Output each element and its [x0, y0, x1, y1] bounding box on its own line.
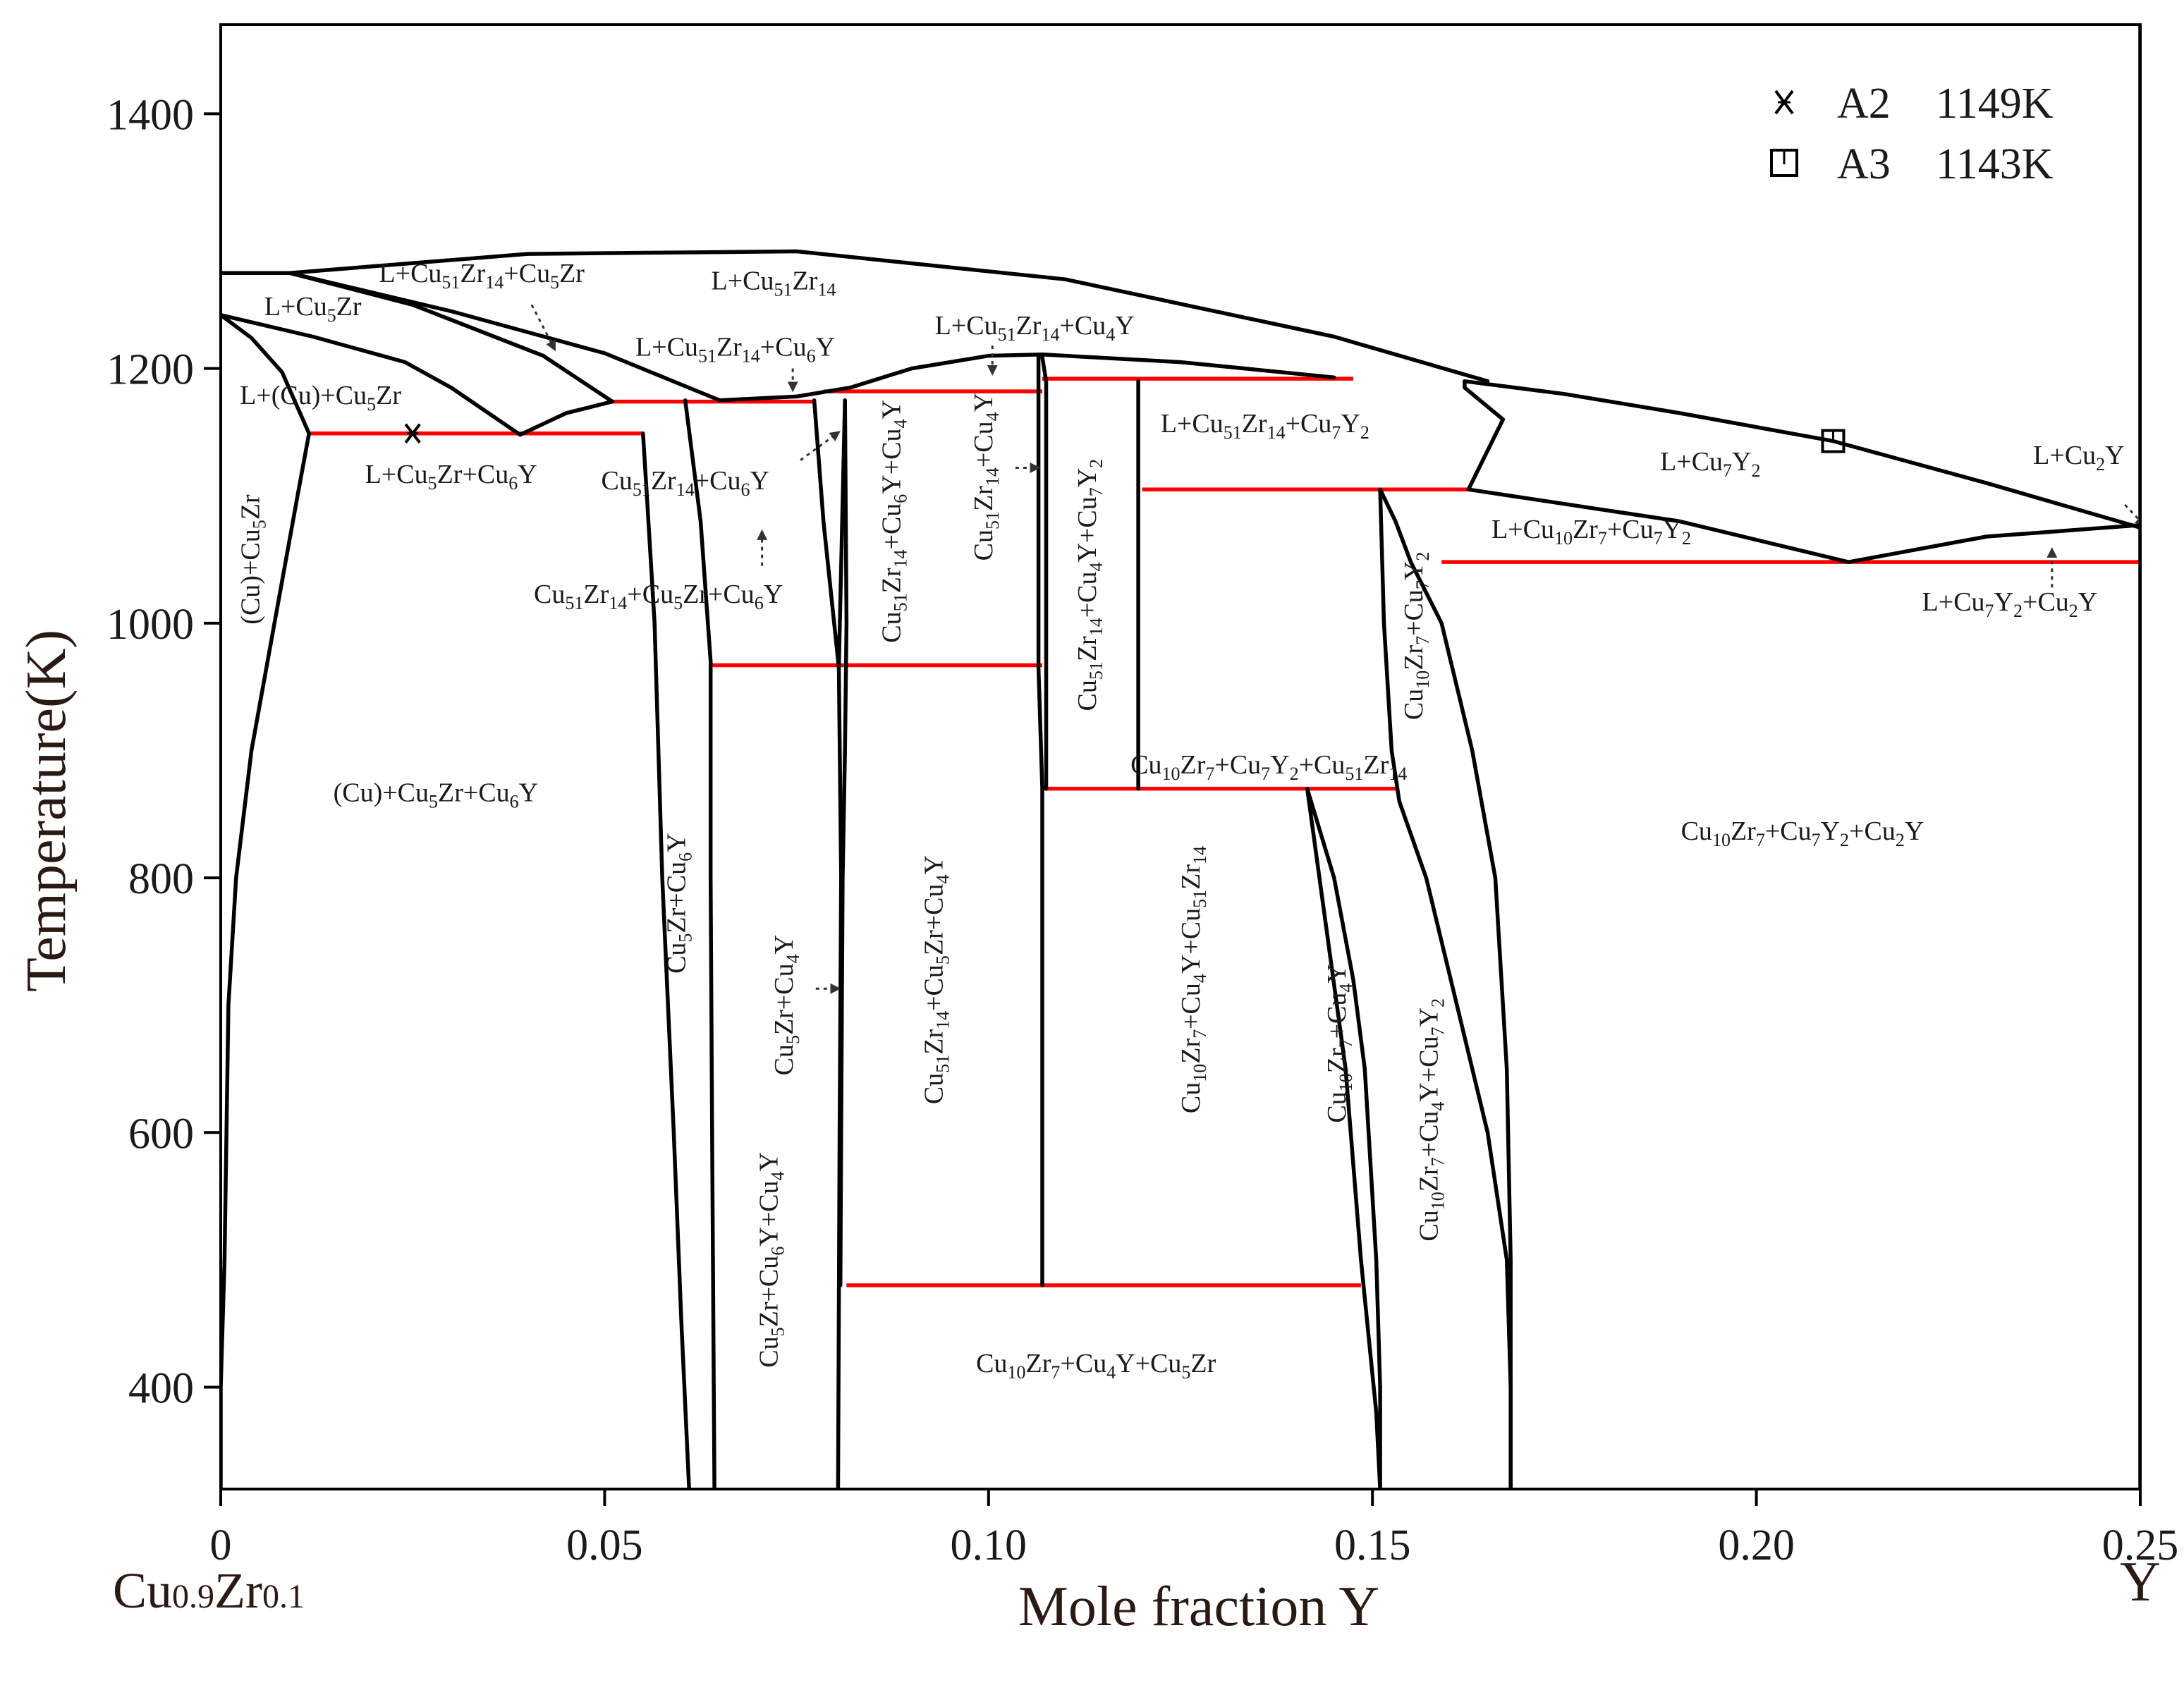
phase-boundary — [1305, 786, 1382, 1489]
y-axis-ticks: 400 600 800 1000 1200 1400 — [106, 91, 221, 1413]
y-tick-label: 400 — [128, 1365, 194, 1413]
x-tick-label: 0.25 — [2102, 1521, 2179, 1569]
invariant-lines — [309, 376, 2140, 1287]
x-axis-ticks: 0 0.05 0.10 0.15 0.20 0.25 — [210, 1489, 2179, 1569]
phase-region-label: L+(Cu)+Cu5Zr — [240, 381, 401, 415]
legend-entry-name: A2 — [1837, 80, 1891, 128]
legend-entry-temperature: 1143K — [1936, 140, 2054, 188]
phase-region-label: L+Cu51Zr14+Cu5Zr — [379, 259, 585, 293]
legend: A2 1149K A3 1143K — [1770, 80, 2054, 188]
phase-boundary — [518, 399, 615, 437]
phase-boundary — [1846, 523, 2140, 564]
phase-region-label: Cu5Zr+Cu4Y — [769, 935, 803, 1075]
data-point-a3 — [1821, 429, 1846, 453]
phase-region-label: L+Cu10Zr7+Cu7Y2 — [1491, 515, 1691, 549]
y-axis-title: Temperature(K) — [16, 630, 78, 992]
phase-region-label: L+Cu5Zr+Cu6Y — [365, 460, 537, 494]
phase-region-label: Cu51Zr14+Cu6Y — [601, 466, 769, 500]
phase-region-label: Cu10Zr7+Cu4Y+Cu7Y2 — [1415, 998, 1448, 1242]
legend-entry-name: A3 — [1837, 140, 1891, 188]
x-tick-label: 0 — [210, 1521, 232, 1569]
phase-boundary — [683, 398, 716, 1489]
phase-boundary — [221, 313, 311, 436]
phase-boundary — [1305, 786, 1382, 1489]
y-tick-label: 800 — [128, 855, 194, 903]
phase-boundary — [1378, 487, 1413, 564]
x-axis-left-end-label: Cu0.9Zr0.1 — [113, 1562, 305, 1619]
phase-region-label: Cu5Zr+Cu6Y — [662, 833, 696, 973]
phase-boundary — [641, 431, 691, 1489]
phase-region-label: Cu10Zr7+Cu4Y — [1322, 964, 1356, 1122]
phase-region-label: L+Cu51Zr14 — [711, 267, 836, 300]
legend-marker-square — [1770, 149, 1798, 177]
phase-region-label: Cu10Zr7+Cu4Y+Cu51Zr14 — [1176, 846, 1210, 1113]
label-pointers — [530, 304, 2140, 994]
phase-region-label: (Cu)+Cu5Zr+Cu6Y — [334, 778, 539, 812]
x-axis-right-end-label: Y — [2120, 1551, 2161, 1613]
phase-boundary — [812, 398, 847, 670]
phase-region-label: Cu10Zr7+Cu7Y2+Cu2Y — [1681, 816, 1924, 850]
legend-marker-x — [1774, 90, 1794, 115]
phase-region-label: L+Cu2Y — [2033, 441, 2124, 474]
x-tick-label: 0.15 — [1334, 1521, 1411, 1569]
phase-region-label: L+Cu7Y2 — [1660, 447, 1760, 481]
label-pointer-arrow — [800, 431, 841, 461]
phase-region-label: Cu51Zr14+Cu5Zr+Cu4Y — [919, 855, 953, 1104]
phase-boundary — [221, 271, 722, 403]
phase-boundary — [1378, 487, 1513, 1489]
label-pointer-arrow — [530, 304, 556, 352]
phase-region-label: Cu5Zr+Cu6Y+Cu4Y — [754, 1152, 788, 1368]
phase-region-label: Cu10Zr7+Cu7Y2+Cu51Zr14 — [1130, 750, 1407, 784]
phase-region-label: Cu51Zr14+Cu4Y — [969, 393, 1003, 561]
phase-region-label: (Cu)+Cu5Zr — [236, 494, 269, 625]
plot-frame — [219, 23, 2142, 1490]
data-points — [404, 423, 1846, 453]
phase-region-label: L+Cu51Zr14+Cu6Y — [635, 333, 835, 367]
phase-boundaries — [221, 25, 2140, 1489]
y-tick-label: 1000 — [106, 601, 194, 649]
phase-boundary — [221, 313, 523, 437]
x-tick-label: 0.20 — [1718, 1521, 1795, 1569]
x-axis-title: Mole fraction Y — [1018, 1576, 1379, 1638]
phase-boundary — [1408, 560, 1513, 1489]
y-tick-label: 1400 — [106, 91, 194, 139]
phase-boundary — [1463, 379, 1506, 491]
phase-boundary — [1036, 355, 1044, 1287]
phase-boundary — [1463, 379, 2140, 530]
phase-region-labels: L+Cu5Zr L+Cu51Zr14+Cu5Zr L+Cu51Zr14 L+Cu51Z… — [236, 259, 2124, 1383]
phase-boundary — [288, 271, 615, 404]
phase-region-label: L+Cu5Zr — [264, 292, 362, 326]
phase-boundary — [1040, 355, 1049, 791]
y-tick-label: 1200 — [106, 346, 194, 394]
phase-region-label: Cu51Zr14+Cu4Y+Cu7Y2 — [1073, 459, 1106, 711]
phase-region-label: L+Cu7Y2+Cu2Y — [1922, 587, 2098, 621]
phase-region-label: Cu51Zr14+Cu6Y+Cu4Y — [877, 400, 911, 643]
phase-boundary — [1466, 487, 1851, 564]
data-point-a2 — [404, 423, 421, 443]
phase-boundary — [836, 666, 843, 1489]
phase-region-label: L+Cu51Zr14+Cu7Y2 — [1161, 409, 1369, 443]
x-tick-label: 0.05 — [566, 1521, 643, 1569]
x-tick-label: 0.10 — [951, 1521, 1027, 1569]
phase-region-label: Cu10Zr7+Cu4Y+Cu5Zr — [976, 1349, 1216, 1383]
phase-region-label: Cu51Zr14+Cu5Zr+Cu6Y — [534, 580, 783, 613]
legend-entry-temperature: 1149K — [1936, 80, 2054, 128]
y-tick-label: 600 — [128, 1110, 194, 1158]
phase-boundary — [717, 353, 1336, 403]
phase-region-label: Cu10Zr7+Cu7Y2 — [1399, 552, 1433, 720]
phase-region-label: L+Cu51Zr14+Cu4Y — [935, 311, 1135, 345]
